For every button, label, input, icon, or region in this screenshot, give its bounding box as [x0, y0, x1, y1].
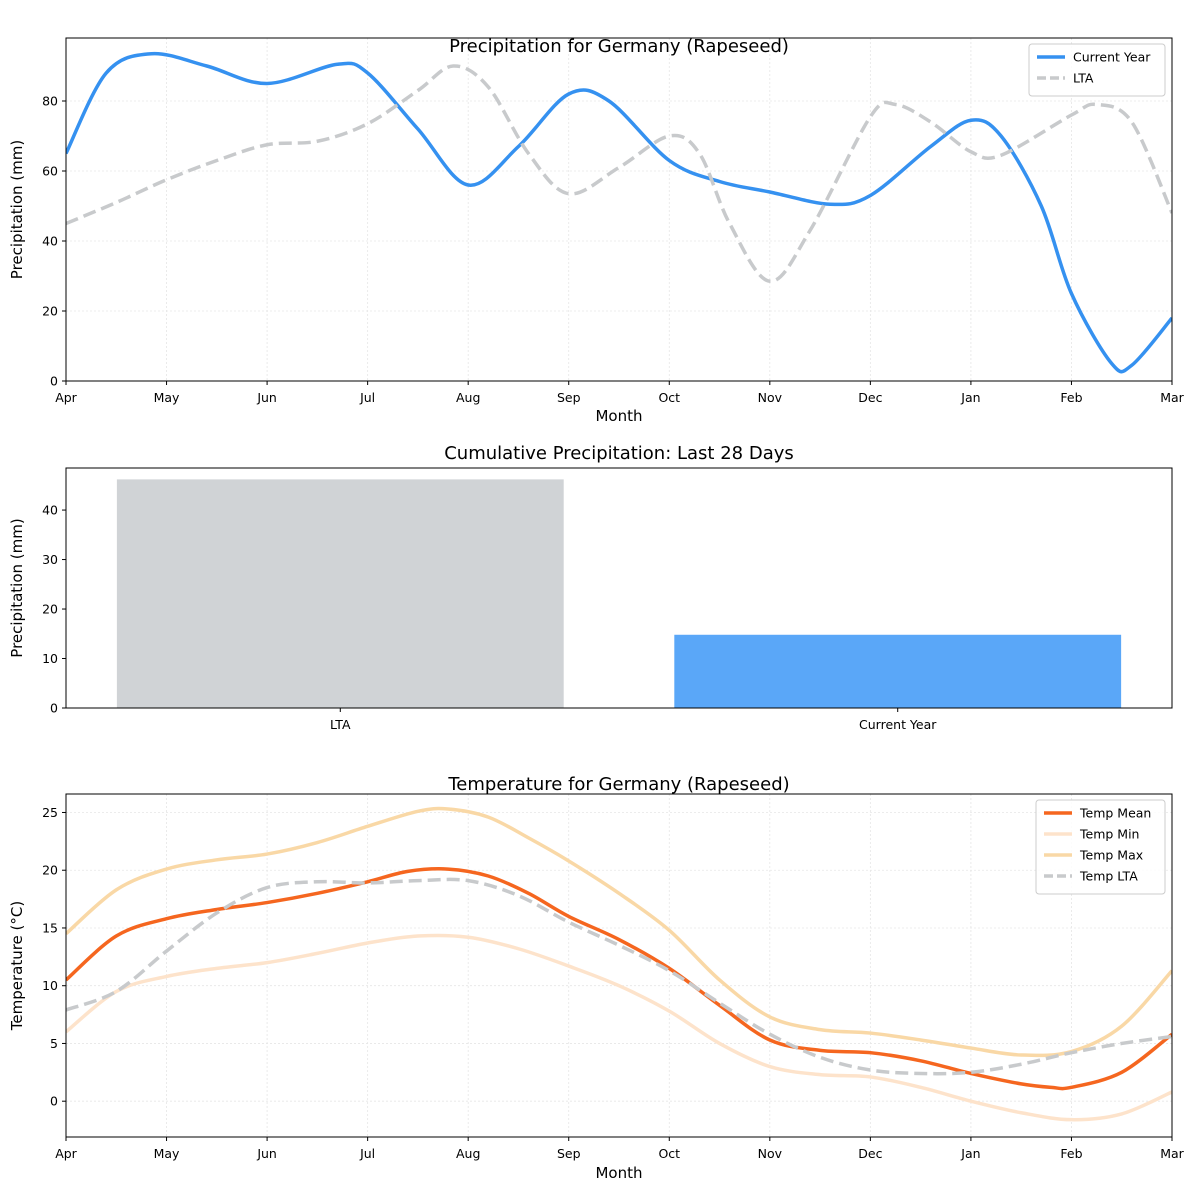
- series-line-temp-lta: [66, 877, 1172, 1076]
- x-tick-label: Jun: [256, 390, 277, 405]
- chart-title: Temperature for Germany (Rapeseed): [447, 774, 789, 795]
- legend-label: Temp Mean: [1079, 806, 1151, 821]
- plot-frame: [65, 37, 1173, 382]
- legend-label: Current Year: [1073, 50, 1151, 65]
- x-tick-label: Aug: [456, 1146, 480, 1161]
- x-tick-label: Jan: [960, 390, 980, 405]
- x-tick-label: Current Year: [859, 717, 937, 732]
- x-tick-label: Dec: [858, 1146, 882, 1161]
- y-axis-label: Precipitation (mm): [8, 140, 26, 279]
- plot-frame: [65, 793, 1173, 1138]
- x-tick-label: Mar: [1160, 1146, 1184, 1161]
- chart-title: Cumulative Precipitation: Last 28 Days: [444, 443, 794, 464]
- x-tick-label: LTA: [330, 717, 351, 732]
- chart-panel-1: Apr May Jun Jul Aug Sep Oct Nov Dec Jan Feb Mar 0 20 4…: [8, 36, 1185, 425]
- x-tick-label: Apr: [55, 1146, 77, 1161]
- x-tick-label: Oct: [658, 1146, 680, 1161]
- x-tick-label: May: [154, 390, 180, 405]
- y-tick-label: 20: [42, 304, 58, 319]
- chart-panel-2: LTA Current Year 0 10 20 30 40 Cumulative Preci…: [8, 443, 1173, 732]
- series-line-temp-min: [66, 933, 1172, 1122]
- y-tick-label: 0: [50, 701, 58, 716]
- x-tick-label: Sep: [557, 390, 581, 405]
- x-tick-label: Jun: [256, 1146, 277, 1161]
- series-line-temp-max: [66, 806, 1172, 1058]
- legend: Temp Mean Temp Min Temp Max Temp LTA: [1035, 799, 1166, 895]
- series-group: [66, 806, 1172, 1122]
- series-line-current-year: [66, 51, 1172, 374]
- x-axis-label: Month: [595, 407, 642, 425]
- legend-label: Temp Max: [1079, 848, 1143, 863]
- legend-box: [1035, 799, 1166, 895]
- y-tick-label: 40: [42, 234, 58, 249]
- series-group: [66, 51, 1172, 374]
- y-tick-label: 80: [42, 94, 58, 109]
- y-tick-label: 20: [42, 863, 58, 878]
- y-tick-label: 60: [42, 164, 58, 179]
- bar-lta: [116, 479, 564, 708]
- legend-label: Temp LTA: [1079, 869, 1138, 884]
- bar-current-year: [674, 634, 1122, 708]
- y-tick-label: 20: [42, 602, 58, 617]
- x-tick-label: Sep: [557, 1146, 581, 1161]
- plot-frame: [65, 467, 1173, 709]
- y-axis-label: Temperature (°C): [8, 901, 26, 1031]
- x-axis-label: Month: [595, 1164, 642, 1182]
- x-tick-label: Mar: [1160, 390, 1184, 405]
- x-tick-label: Nov: [758, 1146, 783, 1161]
- chart-panel-3: Apr May Jun Jul Aug Sep Oct Nov Dec Jan Feb Mar 0 5 10…: [8, 774, 1185, 1182]
- chart-title: Precipitation for Germany (Rapeseed): [449, 36, 789, 57]
- y-axis-label: Precipitation (mm): [8, 518, 26, 657]
- y-tick-label: 5: [50, 1036, 58, 1051]
- series-line-temp-mean: [66, 867, 1172, 1091]
- x-tick-label: Aug: [456, 390, 480, 405]
- y-tick-label: 0: [50, 374, 58, 389]
- y-tick-label: 10: [42, 651, 58, 666]
- y-tick-label: 15: [42, 920, 58, 935]
- y-tick-label: 0: [50, 1094, 58, 1109]
- y-tick-label: 40: [42, 503, 58, 518]
- x-tick-label: Jul: [359, 390, 375, 405]
- x-tick-label: Jul: [359, 1146, 375, 1161]
- y-tick-label: 30: [42, 552, 58, 567]
- x-tick-label: Jan: [960, 1146, 980, 1161]
- legend-label: LTA: [1073, 71, 1094, 86]
- x-tick-label: Feb: [1060, 1146, 1082, 1161]
- x-tick-label: Dec: [858, 390, 882, 405]
- x-tick-label: Feb: [1060, 390, 1082, 405]
- series-line-lta: [66, 64, 1172, 283]
- x-tick-label: May: [154, 1146, 180, 1161]
- x-tick-label: Nov: [758, 390, 783, 405]
- y-tick-label: 25: [42, 805, 58, 820]
- y-tick-label: 10: [42, 978, 58, 993]
- legend: Current Year LTA: [1028, 43, 1166, 97]
- legend-label: Temp Min: [1079, 827, 1139, 842]
- x-tick-label: Oct: [658, 390, 680, 405]
- x-tick-label: Apr: [55, 390, 77, 405]
